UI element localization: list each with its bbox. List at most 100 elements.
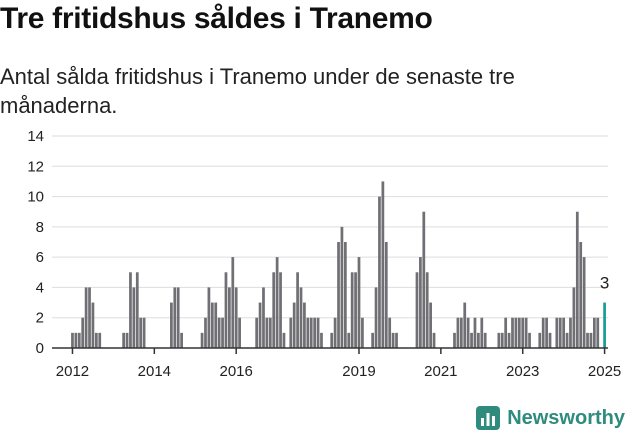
bar: [94, 332, 98, 348]
bar: [384, 242, 388, 348]
bar: [511, 317, 514, 348]
y-tick-label: 14: [27, 128, 44, 145]
bar: [354, 272, 357, 348]
bar: [419, 257, 422, 348]
bar: [224, 272, 228, 348]
bar: [422, 211, 426, 348]
bar: [374, 287, 378, 348]
bar: [361, 317, 364, 348]
y-tick-label: 2: [36, 310, 44, 327]
bar: [340, 226, 344, 348]
bar: [200, 332, 204, 348]
bar: [125, 332, 129, 348]
bar: [425, 272, 429, 348]
bar: [514, 317, 518, 348]
bar: [545, 317, 548, 348]
page-title: Tre fritidshus såldes i Tranemo: [0, 2, 433, 35]
newsworthy-brand: Newsworthy: [475, 403, 625, 433]
bar: [569, 317, 572, 348]
highlight-value-label: 3: [600, 274, 609, 293]
bar-labels: 3: [600, 274, 609, 293]
bar: [480, 317, 484, 348]
bar: [555, 317, 559, 348]
bar: [357, 257, 361, 348]
bar: [596, 317, 600, 348]
bar: [565, 332, 569, 348]
bar: [210, 302, 214, 348]
newsworthy-chart-icon: [476, 406, 501, 430]
bar: [204, 317, 207, 348]
bar: [453, 332, 456, 348]
brand-name: Newsworthy: [507, 406, 625, 429]
bar: [238, 317, 241, 348]
bar: [572, 287, 576, 348]
bar: [84, 287, 88, 348]
bar: [470, 332, 473, 348]
bar: [558, 317, 562, 348]
bar: [279, 272, 282, 348]
bar: [231, 257, 235, 348]
bar: [415, 272, 419, 348]
bar: [98, 332, 102, 348]
bar: [350, 272, 354, 348]
bar: [292, 302, 296, 348]
bar: [170, 302, 173, 348]
y-tick-label: 4: [36, 279, 44, 296]
y-tick-label: 0: [36, 340, 44, 357]
bar: [395, 332, 398, 348]
page-subtitle: Antal sålda fritidshus i Tranemo under d…: [0, 64, 515, 118]
bar: [91, 302, 95, 348]
bar: [473, 317, 477, 348]
bar: [575, 211, 579, 348]
bar: [429, 302, 432, 348]
bar: [371, 332, 374, 348]
bar: [135, 272, 139, 348]
bar: [132, 287, 136, 348]
bar: [88, 287, 91, 348]
bar: [586, 332, 589, 348]
bar: [582, 257, 586, 348]
bar: [258, 302, 262, 348]
bar: [541, 317, 545, 348]
bar: [466, 317, 470, 348]
bar: [483, 332, 487, 348]
bar: [217, 317, 221, 348]
bar: [330, 332, 334, 348]
bar: [272, 272, 276, 348]
bar-highlight: [603, 302, 606, 348]
bar: [347, 332, 351, 348]
bar: [77, 332, 81, 348]
x-tick-label: 2016: [220, 363, 253, 380]
grid-lines: [52, 135, 608, 319]
bar: [592, 317, 596, 348]
x-tick-label: 2023: [506, 363, 539, 380]
bar: [378, 196, 381, 348]
y-tick-label: 10: [27, 189, 44, 206]
bar: [517, 317, 521, 348]
bar: [313, 317, 317, 348]
bar: [477, 332, 480, 348]
bar: [548, 332, 552, 348]
bar: [207, 287, 211, 348]
x-axis-ticks: 2012 2014 2016 2019 2021 2023 2025: [56, 348, 621, 380]
bar: [296, 272, 299, 348]
bar: [221, 317, 224, 348]
bar: [282, 332, 286, 348]
bar: [139, 317, 143, 348]
bar: [255, 317, 259, 348]
bar: [142, 317, 146, 348]
y-axis-ticks: 0 2 4 6 8 10 12 14: [27, 128, 44, 357]
bar: [391, 332, 395, 348]
bar: [268, 317, 272, 348]
bar: [504, 317, 508, 348]
bar: [71, 332, 74, 348]
bar: [589, 332, 593, 348]
bar: [316, 317, 320, 348]
bar: [538, 332, 542, 348]
x-tick-label: 2025: [588, 363, 621, 380]
bar: [173, 287, 177, 348]
y-tick-label: 8: [36, 219, 44, 236]
bar: [337, 242, 340, 348]
bar: [320, 332, 323, 348]
bar: [262, 287, 265, 348]
